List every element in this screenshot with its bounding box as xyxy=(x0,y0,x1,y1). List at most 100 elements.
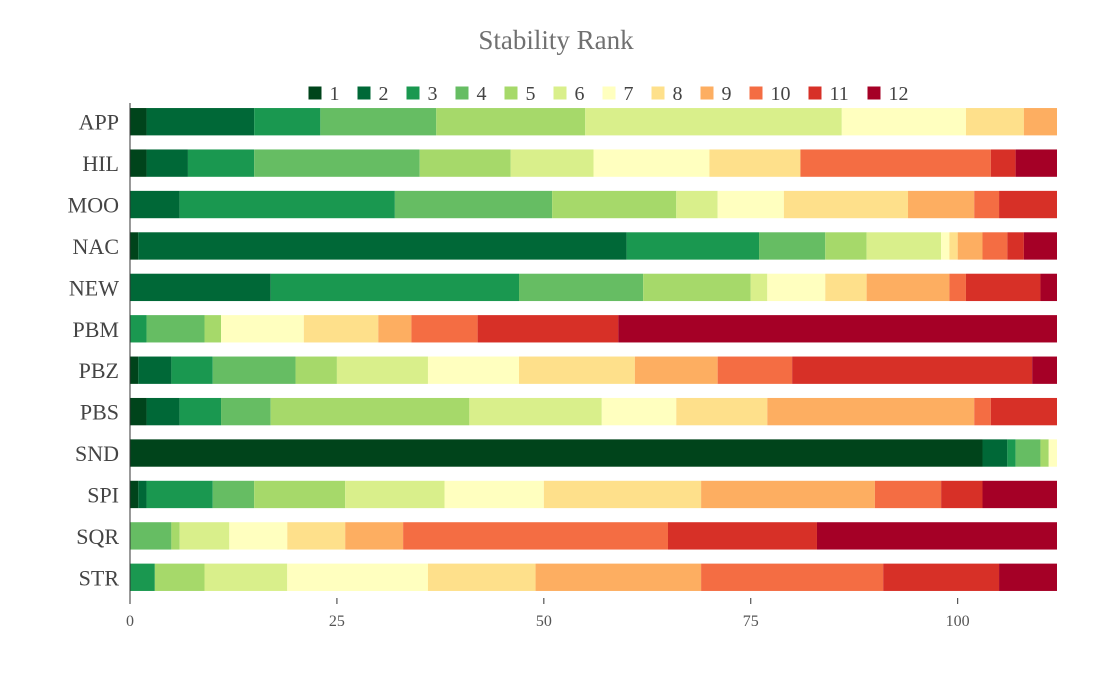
bar-pbm-rank-5 xyxy=(204,315,222,343)
bar-nac-rank-5 xyxy=(825,232,867,260)
bar-app-rank-6 xyxy=(585,108,842,136)
bar-str-rank-10 xyxy=(701,563,884,591)
bar-pbz-rank-12 xyxy=(1032,356,1057,384)
bar-snd-rank-5 xyxy=(1040,439,1049,467)
bar-pbm-rank-4 xyxy=(146,315,205,343)
bar-nac-rank-7 xyxy=(941,232,950,260)
x-tick-label: 25 xyxy=(329,613,345,630)
bar-str-rank-6 xyxy=(204,563,288,591)
legend-item-5: 5 xyxy=(504,83,536,105)
bar-pbs-rank-6 xyxy=(469,397,602,426)
bar-app-rank-1 xyxy=(130,108,147,136)
bar-new-rank-6 xyxy=(750,273,768,302)
legend-item-2: 2 xyxy=(357,83,389,105)
legend-label: 12 xyxy=(889,83,909,105)
bar-snd-rank-2 xyxy=(982,439,1008,467)
legend-item-1: 1 xyxy=(308,83,340,105)
bar-nac-rank-4 xyxy=(759,232,826,260)
bar-pbs-rank-8 xyxy=(676,397,768,426)
x-axis: 0 25 50 75 100 xyxy=(126,103,970,630)
bar-spi-rank-10 xyxy=(874,480,942,509)
legend: 1 2 3 4 5 6 7 8 9 10 11 12 xyxy=(308,83,909,105)
x-tick-label: 75 xyxy=(743,613,759,630)
legend-item-11: 11 xyxy=(808,83,849,105)
bar-sqr-rank-8 xyxy=(287,522,346,550)
bar-moo-rank-3 xyxy=(179,190,395,219)
bar-pbz-rank-4 xyxy=(212,356,296,384)
bar-app-rank-3 xyxy=(254,108,321,136)
category-label: NEW xyxy=(69,275,119,300)
bar-new-rank-10 xyxy=(949,273,966,302)
bar-str-rank-3 xyxy=(130,563,155,591)
legend-label: 5 xyxy=(526,83,536,105)
bar-nac-rank-3 xyxy=(626,232,760,260)
bar-pbs-rank-10 xyxy=(974,397,991,426)
bar-app-rank-7 xyxy=(841,108,966,136)
bar-sqr-rank-10 xyxy=(403,522,668,550)
bar-pbs-rank-5 xyxy=(270,397,470,426)
bar-sqr-rank-4 xyxy=(130,522,172,550)
bar-spi-rank-1 xyxy=(130,480,139,509)
bar-snd-rank-4 xyxy=(1015,439,1041,467)
bar-pbs-rank-9 xyxy=(767,397,975,426)
bar-spi-rank-4 xyxy=(212,480,255,509)
category-label: PBZ xyxy=(79,358,119,383)
bar-pbs-rank-7 xyxy=(601,397,677,426)
bar-str-rank-11 xyxy=(883,563,1000,591)
bar-hil-rank-11 xyxy=(990,149,1016,177)
bar-app-rank-5 xyxy=(436,108,586,136)
legend-swatch xyxy=(808,86,822,100)
x-tick-label: 0 xyxy=(126,613,134,630)
bar-sqr-rank-7 xyxy=(229,522,288,550)
legend-label: 8 xyxy=(673,83,683,105)
legend-item-4: 4 xyxy=(455,83,487,105)
bar-snd-rank-1 xyxy=(130,439,983,467)
bar-pbs-rank-2 xyxy=(146,397,180,426)
legend-swatch xyxy=(651,86,665,100)
category-label: HIL xyxy=(82,151,119,176)
bar-new-rank-5 xyxy=(643,273,751,302)
category-label: SPI xyxy=(87,482,119,507)
bar-sqr-rank-6 xyxy=(179,522,230,550)
bar-moo-rank-11 xyxy=(999,190,1057,219)
bar-hil-rank-1 xyxy=(130,149,147,177)
bar-new-rank-7 xyxy=(767,273,826,302)
bar-pbz-rank-9 xyxy=(634,356,718,384)
bar-hil-rank-4 xyxy=(254,149,420,177)
bar-nac-rank-2 xyxy=(138,232,627,260)
bar-hil-rank-2 xyxy=(146,149,188,177)
bar-sqr-rank-12 xyxy=(816,522,1057,550)
bar-nac-rank-8 xyxy=(949,232,958,260)
bar-nac-rank-11 xyxy=(1007,232,1024,260)
legend-swatch xyxy=(406,86,420,100)
bar-pbz-rank-1 xyxy=(130,356,139,384)
bar-app-rank-4 xyxy=(320,108,437,136)
bar-nac-rank-12 xyxy=(1023,232,1057,260)
bar-spi-rank-6 xyxy=(345,480,445,509)
bar-snd-rank-7 xyxy=(1048,439,1057,467)
bar-hil-rank-7 xyxy=(593,149,710,177)
legend-swatch xyxy=(308,86,322,100)
legend-label: 10 xyxy=(771,83,791,105)
bar-hil-rank-12 xyxy=(1015,149,1057,177)
legend-swatch xyxy=(867,86,881,100)
bar-app-rank-9 xyxy=(1023,108,1057,136)
bar-new-rank-3 xyxy=(270,273,520,302)
bar-pbm-rank-10 xyxy=(411,315,478,343)
bar-nac-rank-10 xyxy=(982,232,1008,260)
legend-label: 3 xyxy=(428,83,438,105)
bar-app-rank-2 xyxy=(146,108,255,136)
x-tick-label: 50 xyxy=(536,613,552,630)
bar-pbm-rank-9 xyxy=(378,315,412,343)
bar-nac-rank-6 xyxy=(866,232,942,260)
bar-spi-rank-12 xyxy=(982,480,1057,509)
bar-moo-rank-2 xyxy=(130,190,180,219)
bar-pbz-rank-3 xyxy=(171,356,213,384)
bar-spi-rank-9 xyxy=(701,480,875,509)
bar-new-rank-12 xyxy=(1040,273,1057,302)
bar-str-rank-12 xyxy=(999,563,1057,591)
bar-str-rank-9 xyxy=(535,563,702,591)
category-label: SQR xyxy=(76,524,119,549)
bar-new-rank-9 xyxy=(866,273,950,302)
